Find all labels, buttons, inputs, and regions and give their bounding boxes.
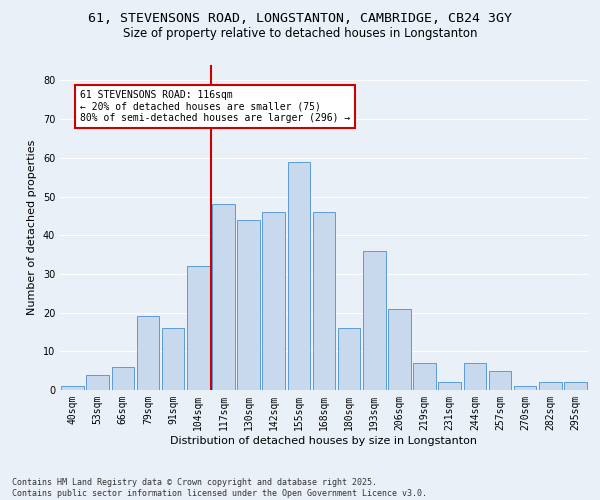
Bar — [363, 250, 386, 390]
Bar — [262, 212, 285, 390]
Bar — [464, 363, 486, 390]
Bar — [388, 309, 411, 390]
Bar — [539, 382, 562, 390]
Bar — [137, 316, 160, 390]
Bar — [187, 266, 209, 390]
Y-axis label: Number of detached properties: Number of detached properties — [27, 140, 37, 315]
Bar — [112, 367, 134, 390]
Bar — [413, 363, 436, 390]
X-axis label: Distribution of detached houses by size in Longstanton: Distribution of detached houses by size … — [170, 436, 478, 446]
Bar — [86, 374, 109, 390]
Bar — [488, 370, 511, 390]
Bar — [313, 212, 335, 390]
Bar — [61, 386, 84, 390]
Bar — [212, 204, 235, 390]
Bar — [338, 328, 361, 390]
Bar — [439, 382, 461, 390]
Text: 61, STEVENSONS ROAD, LONGSTANTON, CAMBRIDGE, CB24 3GY: 61, STEVENSONS ROAD, LONGSTANTON, CAMBRI… — [88, 12, 512, 26]
Bar — [514, 386, 536, 390]
Bar — [287, 162, 310, 390]
Text: Size of property relative to detached houses in Longstanton: Size of property relative to detached ho… — [123, 28, 477, 40]
Bar — [237, 220, 260, 390]
Bar — [162, 328, 184, 390]
Text: Contains HM Land Registry data © Crown copyright and database right 2025.
Contai: Contains HM Land Registry data © Crown c… — [12, 478, 427, 498]
Text: 61 STEVENSONS ROAD: 116sqm
← 20% of detached houses are smaller (75)
80% of semi: 61 STEVENSONS ROAD: 116sqm ← 20% of deta… — [80, 90, 350, 124]
Bar — [564, 382, 587, 390]
